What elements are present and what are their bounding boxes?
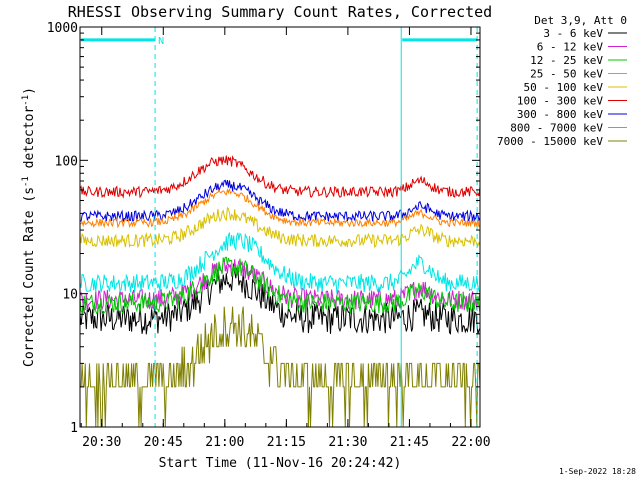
plot-area: N xyxy=(79,27,481,428)
chart-title: RHESSI Observing Summary Count Rates, Co… xyxy=(68,3,492,21)
legend-label: 300 - 800 keV xyxy=(517,108,603,121)
timestamp: 1-Sep-2022 18:28 xyxy=(559,467,636,476)
legend-label: 6 - 12 keV xyxy=(537,41,604,54)
x-tick-label: 21:45 xyxy=(390,435,429,450)
y-tick-label: 1000 xyxy=(47,21,78,36)
legend-label: 3 - 6 keV xyxy=(543,27,603,40)
legend-label: 100 - 300 keV xyxy=(517,95,603,108)
x-tick-label: 21:30 xyxy=(328,435,367,450)
series-line xyxy=(79,232,481,294)
legend-title: Det 3,9, Att 0 xyxy=(534,14,627,27)
y-tick-label: 100 xyxy=(55,154,78,169)
y-ticks: 1 10 100 1000 xyxy=(47,21,480,436)
legend-label: 25 - 50 keV xyxy=(530,68,603,81)
y-axis-label-main: Corrected Count Rate (s xyxy=(22,187,37,367)
x-axis-label: Start Time (11-Nov-16 20:24:42) xyxy=(159,456,402,471)
y-axis-label-end: ) xyxy=(22,87,37,95)
legend-label: 50 - 100 keV xyxy=(524,81,604,94)
legend-label: 12 - 25 keV xyxy=(530,54,603,67)
x-tick-label: 20:30 xyxy=(82,435,121,450)
y-tick-label: 10 xyxy=(62,288,78,303)
series-layer xyxy=(79,155,481,428)
y-axis-label: Corrected Count Rate (s-1 detector-1) xyxy=(21,87,37,367)
y-axis-label-mid: detector xyxy=(22,106,37,177)
series-line xyxy=(80,306,481,428)
y-tick-label: 1 xyxy=(70,421,78,436)
plot-frame xyxy=(79,26,481,428)
y-axis-label-sup1: -1 xyxy=(21,176,31,187)
series-line xyxy=(79,263,481,335)
legend-label: 7000 - 15000 keV xyxy=(497,135,603,148)
flag-label: N xyxy=(158,36,164,47)
flag-layer: N xyxy=(81,27,478,427)
x-tick-label: 21:00 xyxy=(205,435,244,450)
series-line xyxy=(79,256,481,315)
series-line xyxy=(79,179,481,223)
y-axis-label-sup2: -1 xyxy=(21,95,31,106)
series-line xyxy=(79,188,481,229)
x-tick-label: 20:45 xyxy=(144,435,183,450)
x-ticks: 20:30 20:45 21:00 21:15 21:30 21:45 22:00 xyxy=(80,27,491,450)
x-tick-label: 21:15 xyxy=(267,435,306,450)
series-line xyxy=(79,155,481,199)
legend-label: 800 - 7000 keV xyxy=(510,122,603,135)
x-tick-label: 22:00 xyxy=(451,435,490,450)
series-line xyxy=(79,206,481,249)
